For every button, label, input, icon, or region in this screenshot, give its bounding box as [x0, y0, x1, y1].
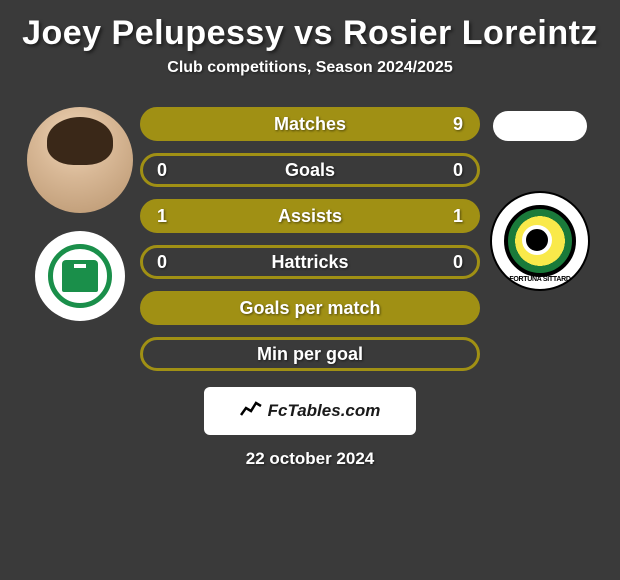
comparison-title: Joey Pelupessy vs Rosier Loreintz	[0, 0, 620, 59]
stat-label: Goals	[285, 160, 335, 181]
fortuna-inner-icon	[504, 205, 576, 277]
stat-value-left: 0	[157, 160, 167, 181]
comparison-body: Matches 9 0 Goals 0 1 Assists 1 0 Hattricks 0 Goals…	[0, 107, 620, 371]
stat-bar: Matches 9	[140, 107, 480, 141]
stat-value-right: 9	[453, 114, 463, 135]
left-player-photo	[27, 107, 133, 213]
groningen-ring-icon	[48, 244, 112, 308]
stat-bar: 1 Assists 1	[140, 199, 480, 233]
stat-bar: 0 Hattricks 0	[140, 245, 480, 279]
left-player-column	[20, 107, 140, 321]
comparison-subtitle: Club competitions, Season 2024/2025	[0, 59, 620, 77]
fortuna-text-label: FORTUNA SITTARD	[509, 276, 570, 283]
stat-bar: Min per goal	[140, 337, 480, 371]
right-player-photo-placeholder	[493, 111, 587, 141]
stat-label: Matches	[274, 114, 346, 135]
right-player-column: FORTUNA SITTARD	[480, 107, 600, 291]
stat-bar: 0 Goals 0	[140, 153, 480, 187]
attribution-text: FcTables.com	[268, 401, 381, 421]
stat-value-right: 0	[453, 252, 463, 273]
left-club-badge	[35, 231, 125, 321]
snapshot-date: 22 october 2024	[0, 449, 620, 469]
stat-bar: Goals per match	[140, 291, 480, 325]
stat-value-right: 0	[453, 160, 463, 181]
chart-line-icon	[240, 400, 262, 423]
stat-label: Assists	[278, 206, 342, 227]
stat-label: Hattricks	[271, 252, 348, 273]
stat-value-right: 1	[453, 206, 463, 227]
stat-bars-container: Matches 9 0 Goals 0 1 Assists 1 0 Hattricks 0 Goals…	[140, 107, 480, 371]
stat-value-left: 0	[157, 252, 167, 273]
stat-label: Goals per match	[239, 298, 380, 319]
stat-value-left: 1	[157, 206, 167, 227]
attribution-badge[interactable]: FcTables.com	[204, 387, 416, 435]
right-club-badge: FORTUNA SITTARD	[490, 191, 590, 291]
groningen-shirt-icon	[62, 260, 98, 292]
stat-label: Min per goal	[257, 344, 363, 365]
